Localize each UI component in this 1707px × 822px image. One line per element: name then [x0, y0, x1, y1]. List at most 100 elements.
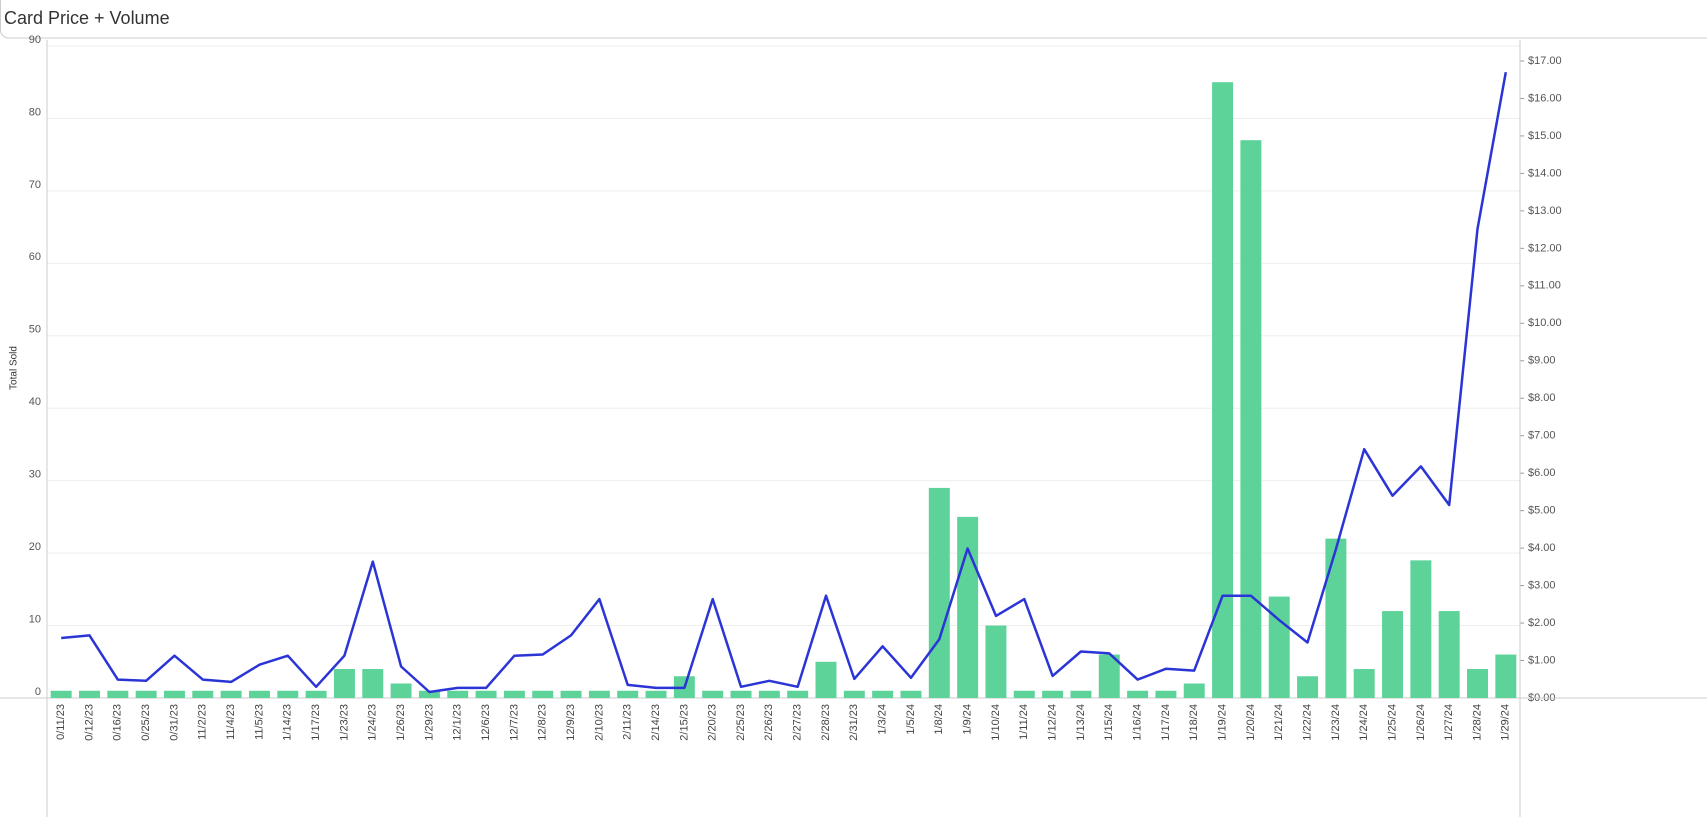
- bar: [1014, 691, 1035, 698]
- x-tick-label: 2/28/23: [820, 704, 832, 741]
- bar: [985, 626, 1006, 698]
- x-tick-label: 1/16/24: [1131, 704, 1143, 741]
- y-tick-label: 10: [29, 613, 41, 625]
- x-tick-label: 2/27/23: [792, 704, 804, 741]
- y2-tick-label: $12.00: [1528, 242, 1562, 254]
- bar: [1042, 691, 1063, 698]
- y2-tick-label: $2.00: [1528, 617, 1556, 629]
- x-tick-label: 1/10/24: [990, 704, 1002, 741]
- x-tick-label: 12/6/23: [480, 704, 492, 741]
- x-tick-label: 2/20/23: [707, 704, 719, 741]
- x-tick-label: 1/29/23: [423, 704, 435, 741]
- bar: [1269, 597, 1290, 698]
- x-tick-label: 12/7/23: [508, 704, 520, 741]
- x-tick-label: 0/12/23: [83, 704, 95, 741]
- y-axis-label: Total Sold: [9, 346, 20, 390]
- x-tick-label: 1/24/24: [1358, 704, 1370, 741]
- bar: [277, 691, 298, 698]
- bar: [1070, 691, 1091, 698]
- bar: [79, 691, 100, 698]
- x-tick-label: 0/31/23: [168, 704, 180, 741]
- bar: [164, 691, 185, 698]
- y-tick-label: 60: [29, 251, 41, 263]
- x-tick-label: 2/11/23: [622, 704, 634, 740]
- x-tick-label: 12/1/23: [452, 704, 464, 741]
- bar: [702, 691, 723, 698]
- bar: [391, 684, 412, 698]
- bar: [447, 691, 468, 698]
- bar: [872, 691, 893, 698]
- x-tick-label: 1/17/24: [1160, 704, 1172, 741]
- x-tick-label: 12/9/23: [565, 704, 577, 741]
- y2-tick-label: $13.00: [1528, 205, 1562, 217]
- x-tick-label: 0/25/23: [140, 704, 152, 741]
- x-tick-label: 1/27/24: [1443, 704, 1455, 741]
- bar: [249, 691, 270, 698]
- y-tick-label: 80: [29, 106, 41, 118]
- bar: [1184, 684, 1205, 698]
- x-tick-label: 11/2/23: [197, 704, 209, 740]
- y2-tick-label: $11.00: [1528, 280, 1561, 292]
- y2-tick-label: $15.00: [1528, 130, 1562, 142]
- bar: [306, 691, 327, 698]
- bar: [51, 691, 72, 698]
- y2-tick-label: $10.00: [1528, 317, 1562, 329]
- x-tick-label: 0/11/23: [55, 704, 67, 740]
- bar: [1410, 560, 1431, 698]
- bar: [107, 691, 128, 698]
- bar: [362, 669, 383, 698]
- y2-tick-label: $16.00: [1528, 92, 1562, 104]
- x-tick-label: 1/23/23: [338, 704, 350, 741]
- x-tick-label: 1/13/24: [1075, 704, 1087, 741]
- bar: [589, 691, 610, 698]
- x-tick-label: 1/18/24: [1188, 704, 1200, 741]
- y2-tick-label: $3.00: [1528, 579, 1556, 591]
- x-tick-label: 1/14/23: [282, 704, 294, 741]
- bar: [334, 669, 355, 698]
- x-tick-label: 1/17/23: [310, 704, 322, 741]
- y2-tick-label: $14.00: [1528, 167, 1562, 179]
- y-tick-label: 30: [29, 469, 41, 481]
- y2-tick-label: $7.00: [1528, 430, 1556, 442]
- bar: [532, 691, 553, 698]
- x-tick-label: 1/11/24: [1018, 704, 1030, 740]
- y2-tick-label: $9.00: [1528, 355, 1556, 367]
- bar: [192, 691, 213, 698]
- bar: [1155, 691, 1176, 698]
- bar: [136, 691, 157, 698]
- x-tick-label: 1/25/24: [1386, 704, 1398, 741]
- x-tick-label: 1/3/24: [877, 704, 889, 735]
- bar: [1382, 611, 1403, 698]
- x-tick-label: 11/4/23: [225, 704, 237, 740]
- bar: [1467, 669, 1488, 698]
- bar: [617, 691, 638, 698]
- y2-tick-label: $17.00: [1528, 55, 1562, 67]
- y2-tick-label: $4.00: [1528, 542, 1556, 554]
- x-tick-label: 1/26/24: [1415, 704, 1427, 741]
- y-tick-label: 90: [29, 34, 41, 46]
- x-tick-label: 2/15/23: [678, 704, 690, 741]
- bar: [900, 691, 921, 698]
- bar: [1212, 82, 1233, 698]
- bar: [1439, 611, 1460, 698]
- bar: [646, 691, 667, 698]
- bar: [816, 662, 837, 698]
- y2-tick-label: $6.00: [1528, 467, 1556, 479]
- x-tick-label: 1/15/24: [1103, 704, 1115, 741]
- x-tick-label: 2/26/23: [763, 704, 775, 741]
- bar: [504, 691, 525, 698]
- y-tick-label: 0: [35, 686, 41, 698]
- x-tick-label: 1/8/24: [933, 704, 945, 735]
- x-tick-label: 1/21/24: [1273, 704, 1285, 741]
- x-tick-label: 1/12/24: [1047, 704, 1059, 741]
- y-tick-label: 40: [29, 396, 41, 408]
- x-tick-label: 1/5/24: [905, 704, 917, 735]
- x-tick-label: 2/25/23: [735, 704, 747, 741]
- x-tick-label: 1/23/24: [1330, 704, 1342, 741]
- x-tick-label: 1/26/23: [395, 704, 407, 741]
- bar: [787, 691, 808, 698]
- bar: [1297, 676, 1318, 698]
- x-tick-label: 2/31/23: [848, 704, 860, 741]
- bar: [1240, 140, 1261, 698]
